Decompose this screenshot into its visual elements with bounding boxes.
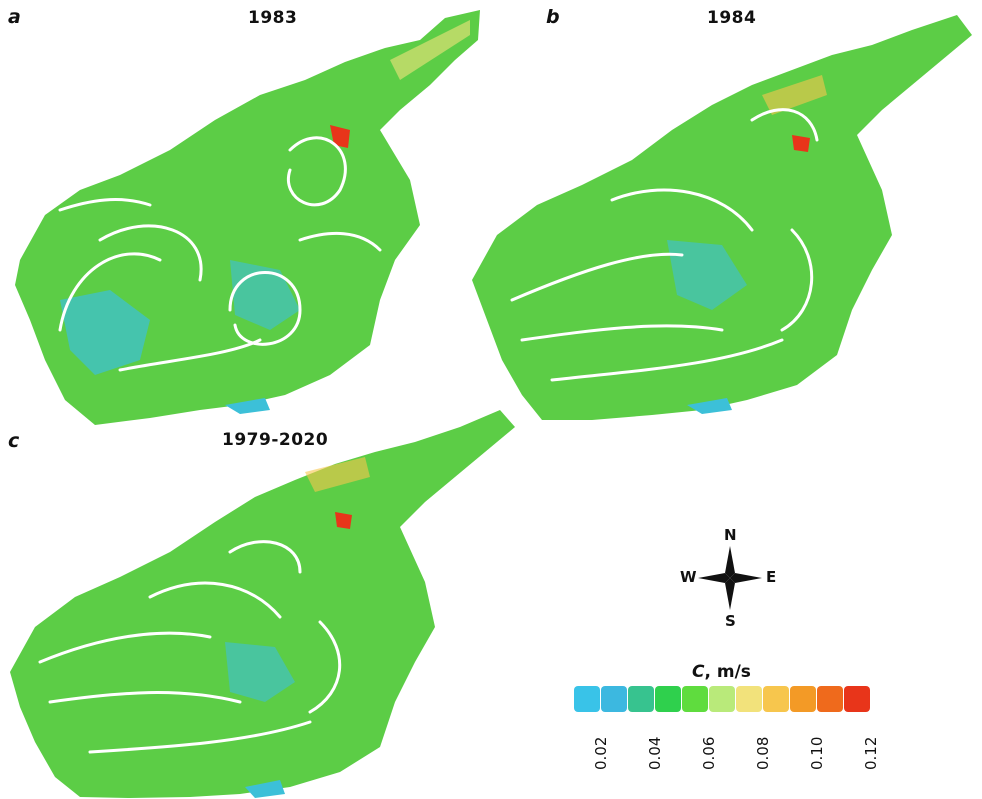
speed-legend: C, m/s 0.02 0.04 0.06 0.08 0.10 0.12 bbox=[574, 658, 880, 788]
legend-unit: , m/s bbox=[704, 662, 751, 682]
current-map-c bbox=[10, 410, 515, 798]
legend-swatches bbox=[574, 686, 871, 712]
legend-swatch bbox=[844, 686, 870, 712]
current-map-b bbox=[472, 15, 972, 420]
legend-var: C bbox=[692, 662, 705, 682]
legend-swatch bbox=[655, 686, 681, 712]
strait-zone-b bbox=[762, 75, 827, 115]
island-b bbox=[687, 398, 732, 414]
sea-body-b bbox=[472, 15, 972, 420]
panel-c: c 1979-2020 bbox=[0, 402, 560, 799]
legend-swatch bbox=[709, 686, 735, 712]
slow-zone-a bbox=[60, 290, 150, 375]
compass-east: E bbox=[766, 568, 777, 586]
fast-zone-b bbox=[792, 135, 810, 152]
fast-zone-a bbox=[330, 125, 350, 148]
compass: N S W E bbox=[680, 526, 780, 630]
legend-swatch bbox=[736, 686, 762, 712]
island-a bbox=[225, 398, 270, 414]
panel-letter-b: b bbox=[546, 6, 560, 28]
strait-zone-a bbox=[390, 20, 470, 80]
legend-tick-label: 0.12 bbox=[862, 736, 880, 770]
legend-swatch bbox=[628, 686, 654, 712]
panel-letter-a: a bbox=[8, 6, 21, 28]
legend-tick-label: 0.08 bbox=[754, 736, 772, 770]
legend-swatch bbox=[817, 686, 843, 712]
stream-arrows-b bbox=[510, 108, 819, 382]
island-c bbox=[245, 780, 285, 798]
stream-arrows-a bbox=[58, 136, 382, 372]
legend-swatch bbox=[790, 686, 816, 712]
legend-tick-label: 0.02 bbox=[592, 736, 610, 770]
panel-a: a 1983 bbox=[0, 0, 490, 430]
legend-swatch bbox=[763, 686, 789, 712]
panel-b: b 1984 bbox=[462, 0, 982, 430]
panel-title-b: 1984 bbox=[707, 8, 757, 28]
legend-tick-label: 0.10 bbox=[808, 736, 826, 770]
compass-south: S bbox=[725, 612, 736, 630]
panel-title-c: 1979-2020 bbox=[222, 430, 329, 450]
current-map-a bbox=[15, 10, 480, 425]
legend-swatch bbox=[601, 686, 627, 712]
compass-west: W bbox=[680, 568, 697, 586]
legend-swatch bbox=[574, 686, 600, 712]
legend-title: C, m/s bbox=[692, 662, 751, 682]
fast-zone-c bbox=[335, 512, 352, 529]
stream-arrows-c bbox=[38, 540, 342, 754]
compass-star-icon bbox=[698, 546, 762, 610]
legend-tick-label: 0.06 bbox=[700, 736, 718, 770]
panel-letter-c: c bbox=[8, 430, 20, 452]
sea-body-c bbox=[10, 410, 515, 798]
legend-tick-label: 0.04 bbox=[646, 736, 664, 770]
slow-zone-c bbox=[225, 642, 295, 702]
panel-title-a: 1983 bbox=[248, 8, 298, 28]
compass-north: N bbox=[724, 526, 737, 544]
legend-swatch bbox=[682, 686, 708, 712]
slow-zone-b bbox=[667, 240, 747, 310]
strait-zone-c bbox=[305, 457, 370, 492]
